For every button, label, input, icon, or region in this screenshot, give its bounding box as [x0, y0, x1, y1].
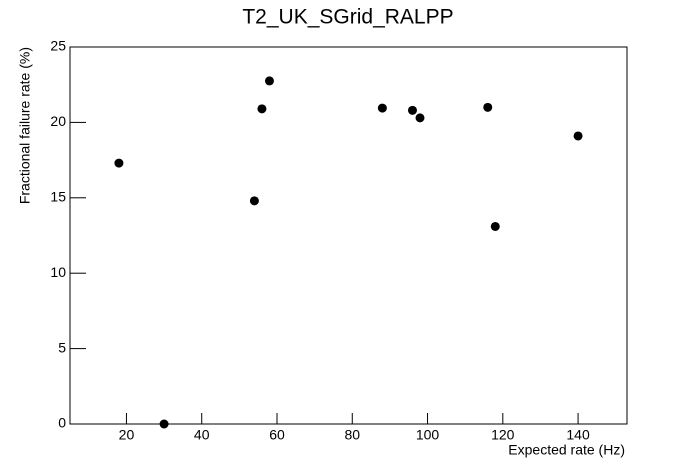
y-tick-label: 5 [58, 339, 66, 355]
point [257, 104, 267, 114]
point [264, 76, 274, 86]
point [573, 131, 583, 141]
x-tick-label: 120 [491, 427, 515, 443]
x-tick-label: 60 [269, 427, 285, 443]
point [249, 196, 259, 206]
x-tick-label: 80 [344, 427, 360, 443]
point [483, 102, 493, 112]
x-tick-label: 40 [194, 427, 210, 443]
point [490, 221, 500, 231]
x-tick-label: 100 [416, 427, 440, 443]
point [377, 103, 387, 113]
point [159, 419, 169, 429]
y-tick-label: 0 [58, 415, 66, 431]
x-axis-label: Expected rate (Hz) [508, 442, 625, 458]
y-tick-label: 25 [50, 38, 66, 54]
y-tick-label: 20 [50, 113, 66, 129]
point [407, 105, 417, 115]
y-axis-label: Fractional failure rate (%) [17, 47, 33, 204]
x-tick-label: 140 [566, 427, 590, 443]
plot-frame [69, 46, 628, 425]
y-tick-label: 15 [50, 189, 66, 205]
point [415, 113, 425, 123]
chart-title: T2_UK_SGrid_RALPP [242, 6, 453, 29]
x-tick-label: 20 [119, 427, 135, 443]
point [114, 158, 124, 168]
y-tick-label: 10 [50, 264, 66, 280]
